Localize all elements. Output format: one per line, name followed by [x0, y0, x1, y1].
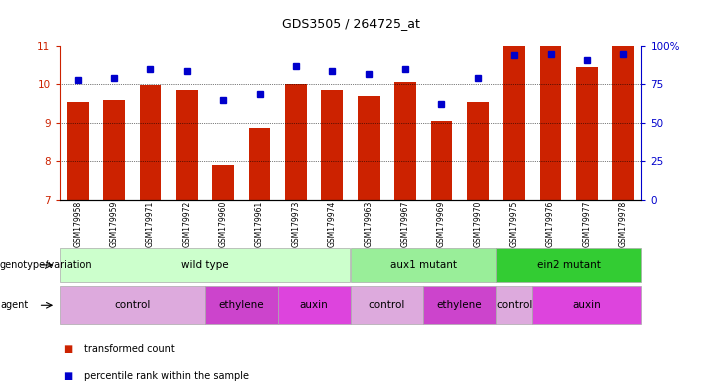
Bar [103, 100, 125, 200]
Bar [212, 165, 234, 200]
Bar [139, 85, 161, 200]
Bar [358, 96, 380, 200]
Bar [540, 46, 562, 200]
Bar [503, 46, 525, 200]
Text: ■: ■ [63, 344, 72, 354]
Bar [249, 128, 271, 200]
Bar [285, 84, 307, 200]
Text: ethylene: ethylene [437, 300, 482, 310]
Bar [176, 90, 198, 200]
Text: control: control [369, 300, 405, 310]
Bar [430, 121, 452, 200]
Text: GDS3505 / 264725_at: GDS3505 / 264725_at [282, 17, 419, 30]
Text: auxin: auxin [573, 300, 601, 310]
Bar [467, 102, 489, 200]
Text: control: control [114, 300, 151, 310]
Bar [394, 82, 416, 200]
Bar [613, 46, 634, 200]
Text: agent: agent [0, 300, 28, 310]
Text: ■: ■ [63, 371, 72, 381]
Text: ethylene: ethylene [219, 300, 264, 310]
Text: ein2 mutant: ein2 mutant [537, 260, 601, 270]
Text: percentile rank within the sample: percentile rank within the sample [84, 371, 249, 381]
Bar [321, 90, 343, 200]
Text: aux1 mutant: aux1 mutant [390, 260, 457, 270]
Text: transformed count: transformed count [84, 344, 175, 354]
Text: genotype/variation: genotype/variation [0, 260, 93, 270]
Text: auxin: auxin [300, 300, 329, 310]
Text: wild type: wild type [182, 260, 229, 270]
Bar [67, 102, 88, 200]
Bar [576, 67, 598, 200]
Text: control: control [496, 300, 532, 310]
